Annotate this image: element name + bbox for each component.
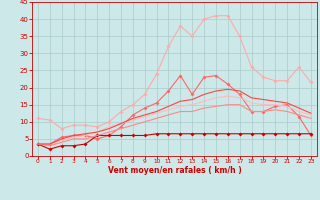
X-axis label: Vent moyen/en rafales ( km/h ): Vent moyen/en rafales ( km/h ) bbox=[108, 166, 241, 175]
